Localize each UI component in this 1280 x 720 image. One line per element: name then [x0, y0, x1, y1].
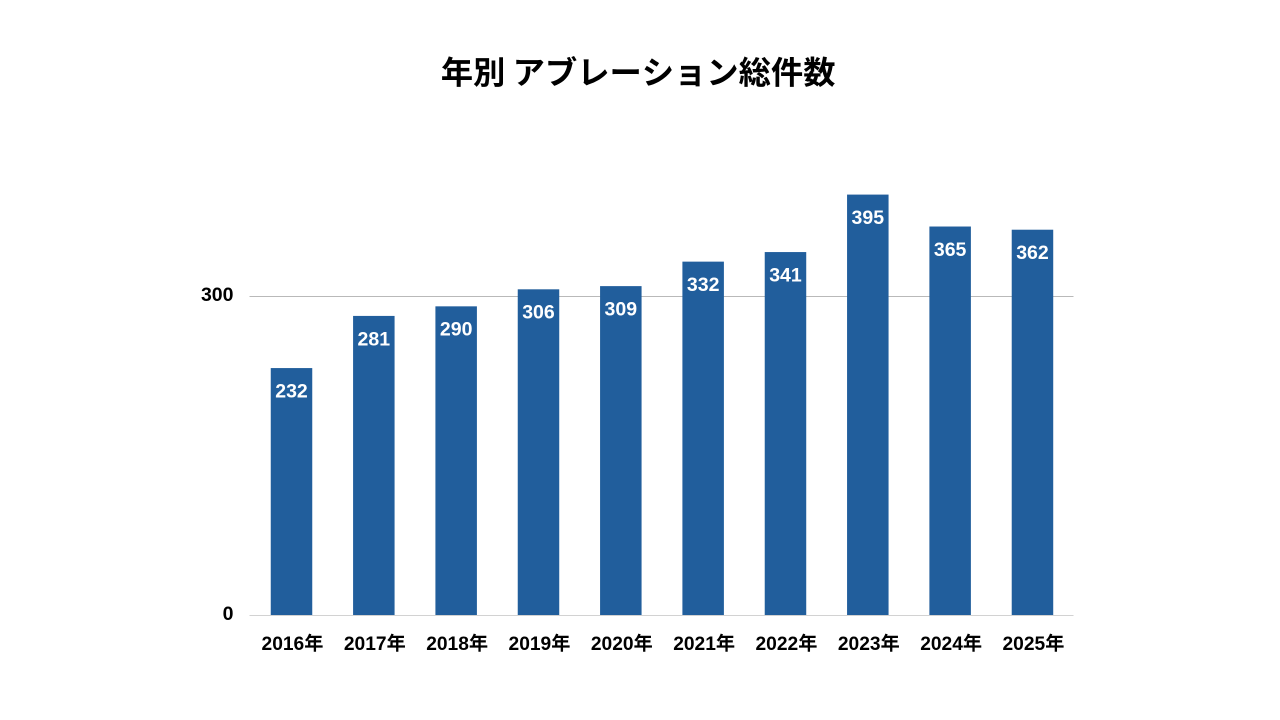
svg-text:395: 395 — [852, 207, 885, 229]
svg-text:2025: 2025 — [1003, 634, 1046, 655]
svg-text:2019: 2019 — [509, 634, 552, 655]
svg-text:290: 290 — [440, 319, 473, 341]
svg-text:281: 281 — [358, 328, 391, 350]
svg-text:300: 300 — [201, 284, 234, 306]
svg-text:306: 306 — [522, 302, 555, 324]
svg-text:2023: 2023 — [838, 634, 881, 655]
svg-text:0: 0 — [223, 603, 234, 625]
svg-text:332: 332 — [687, 274, 720, 296]
svg-text:2020: 2020 — [591, 634, 634, 655]
svg-text:2018: 2018 — [426, 634, 469, 655]
svg-text:232: 232 — [275, 380, 308, 402]
svg-text:2016: 2016 — [262, 634, 305, 655]
svg-text:2021: 2021 — [673, 634, 716, 655]
svg-text:365: 365 — [934, 239, 967, 261]
svg-text:309: 309 — [605, 299, 638, 321]
svg-text:362: 362 — [1016, 242, 1049, 264]
svg-text:341: 341 — [769, 264, 802, 286]
svg-text:2024: 2024 — [920, 634, 963, 655]
svg-text:2017: 2017 — [344, 634, 387, 655]
svg-text:2022: 2022 — [756, 634, 799, 655]
